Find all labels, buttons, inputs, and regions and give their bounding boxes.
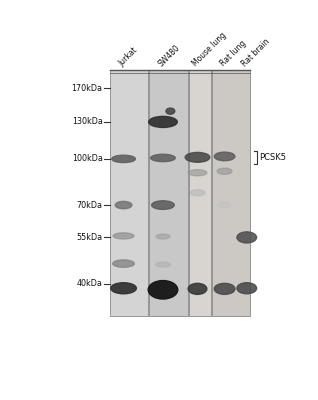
Ellipse shape (190, 190, 205, 196)
FancyBboxPatch shape (212, 70, 250, 316)
Text: Rat lung: Rat lung (218, 39, 247, 68)
Ellipse shape (149, 116, 177, 128)
Ellipse shape (237, 232, 257, 243)
Ellipse shape (152, 201, 174, 209)
Text: 70kDa: 70kDa (77, 200, 103, 210)
FancyBboxPatch shape (110, 70, 148, 316)
Text: SW480: SW480 (156, 43, 182, 68)
Text: Rat brain: Rat brain (240, 36, 272, 68)
Ellipse shape (113, 233, 134, 239)
Ellipse shape (151, 154, 175, 162)
Text: 170kDa: 170kDa (72, 84, 103, 92)
Ellipse shape (185, 152, 210, 162)
FancyBboxPatch shape (189, 70, 211, 316)
Ellipse shape (156, 234, 170, 239)
Ellipse shape (148, 280, 178, 299)
Ellipse shape (214, 152, 235, 161)
Ellipse shape (111, 283, 136, 294)
Ellipse shape (156, 262, 170, 267)
Ellipse shape (237, 283, 257, 294)
Text: Mouse lung: Mouse lung (191, 30, 229, 68)
Text: Jurkat: Jurkat (117, 46, 140, 68)
Ellipse shape (218, 202, 231, 208)
Ellipse shape (217, 168, 232, 174)
Text: 55kDa: 55kDa (76, 233, 103, 242)
Ellipse shape (214, 283, 235, 294)
Ellipse shape (112, 155, 135, 162)
Text: 100kDa: 100kDa (72, 154, 103, 163)
Ellipse shape (188, 283, 207, 294)
FancyBboxPatch shape (149, 70, 188, 316)
Ellipse shape (188, 170, 207, 176)
Text: 130kDa: 130kDa (72, 118, 103, 126)
Ellipse shape (115, 201, 132, 209)
Ellipse shape (166, 108, 175, 114)
Ellipse shape (113, 260, 135, 267)
Text: 40kDa: 40kDa (77, 279, 103, 288)
Text: PCSK5: PCSK5 (259, 153, 286, 162)
